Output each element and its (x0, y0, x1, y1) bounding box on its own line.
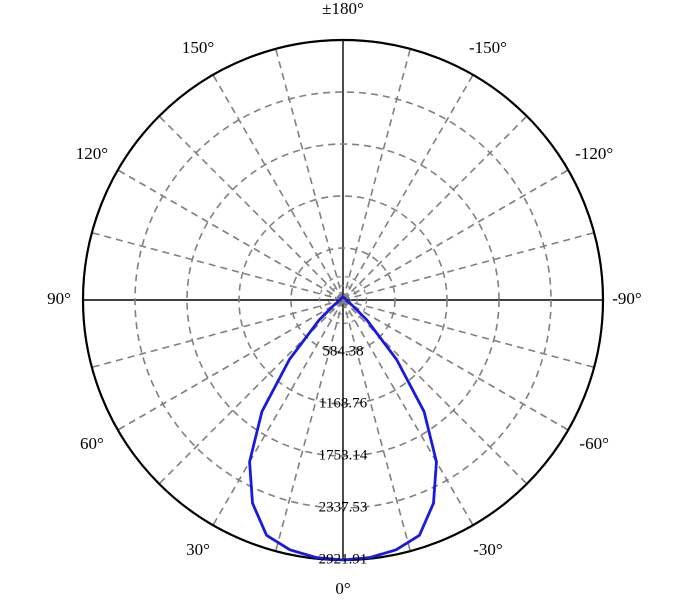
spoke (343, 49, 410, 300)
angle-label: 120° (76, 144, 108, 163)
angle-label: 30° (186, 540, 210, 559)
radial-tick-label: 2921.91 (319, 551, 368, 567)
angle-label: 0° (335, 579, 350, 598)
radial-tick-label: 1753.14 (319, 447, 368, 463)
spoke (92, 300, 343, 367)
angle-label: 90° (47, 289, 71, 308)
radial-tick-label: 2337.53 (319, 499, 368, 515)
spoke (343, 300, 568, 430)
angle-label: -90° (612, 289, 641, 308)
radial-tick-label: 1168.76 (319, 395, 368, 411)
angle-label: ±180° (322, 0, 364, 18)
spoke (276, 49, 343, 300)
angle-label: -30° (473, 540, 502, 559)
spoke (343, 75, 473, 300)
angle-label: 60° (80, 434, 104, 453)
spoke (343, 116, 527, 300)
spoke (343, 300, 473, 525)
spoke (92, 233, 343, 300)
spoke (159, 116, 343, 300)
angle-label: -120° (575, 144, 613, 163)
spoke (118, 170, 343, 300)
angle-label: -150° (469, 38, 507, 57)
radial-tick-label: 584.38 (322, 343, 363, 359)
polar-chart: ±180° 150° 120° 90° 60° 30° 0° -30° -60° -90° -120… (0, 0, 687, 601)
spoke (118, 300, 343, 430)
spoke (343, 170, 568, 300)
angle-label: -60° (579, 434, 608, 453)
spoke (343, 233, 594, 300)
spoke (213, 75, 343, 300)
polar-grid (83, 40, 603, 560)
spoke (343, 300, 594, 367)
angle-label: 150° (182, 38, 214, 57)
spoke (213, 300, 343, 525)
